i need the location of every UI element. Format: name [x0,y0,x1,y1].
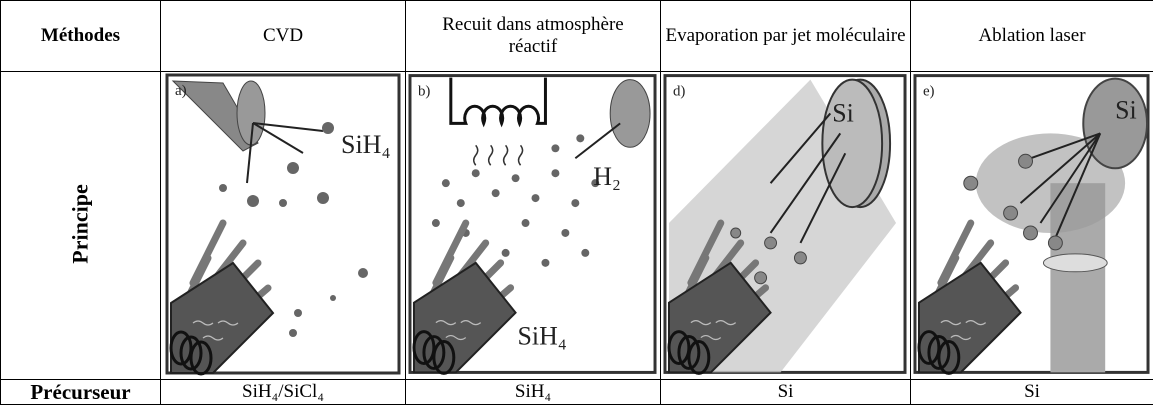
panel-label: SiH₄ [341,130,391,159]
substrate [169,219,275,376]
header-cell: Recuit dans atmosphère réactif [405,0,661,72]
source-disk [821,78,884,209]
panel-tag: a) [175,83,187,99]
panel-label: Si [832,99,854,128]
target [1082,77,1149,170]
panel-label: Si [1115,96,1137,125]
panel-tag: d) [673,84,685,100]
header-cell: Méthodes [0,0,161,72]
heat-waves [472,145,524,166]
header-row: Méthodes CVD Recuit dans atmosphère réac… [0,0,1153,72]
panel-label: SiH₄ [518,322,567,351]
precursor-row: Précurseur SiH₄/SiCl₄ SiH₄ Si Si [0,378,1153,405]
arrows [1019,132,1102,239]
header-cell: CVD [160,0,406,72]
atoms [730,227,807,285]
row-label: Précurseur [0,378,161,405]
arrow [574,122,621,160]
heater [449,77,547,128]
substrate [667,219,772,376]
header-cell: Ablation laser [910,0,1153,72]
precursor-cell: SiH₄ [405,378,661,405]
row-label-cell: Principe [0,70,161,380]
row-label: Principe [67,184,93,264]
arrows [246,122,324,184]
figure-annealing: b) H₂ SiH₄ [408,74,657,376]
particles [431,134,600,268]
panel-label: H₂ [593,162,621,191]
principle-row: Principe a) SiH₄ [0,70,1153,380]
molecules [219,122,368,338]
precursor-cell: Si [910,378,1153,405]
precursor-cell: Si [660,378,911,405]
panel-tag: e) [923,84,935,100]
precursor-cell: SiH₄/SiCl₄ [160,378,406,405]
nozzle [171,80,259,152]
figure-laser: e) Si [913,74,1150,376]
figure-cell: b) H₂ SiH₄ [405,70,661,380]
figure-mbe: d) Si [663,74,907,376]
nozzle [609,79,651,149]
header-cell: Evaporation par jet moléculaire [660,0,911,72]
lens [1042,253,1108,273]
panel-tag: b) [418,84,430,100]
substrate [412,219,517,376]
atoms [963,153,1063,251]
figure-cell: e) Si [910,70,1153,380]
figure-cvd: a) SiH₄ [165,73,401,376]
figure-cell: a) SiH₄ [160,70,406,380]
arrows [769,113,847,244]
figure-cell: d) Si [660,70,911,380]
substrate [917,219,1022,376]
